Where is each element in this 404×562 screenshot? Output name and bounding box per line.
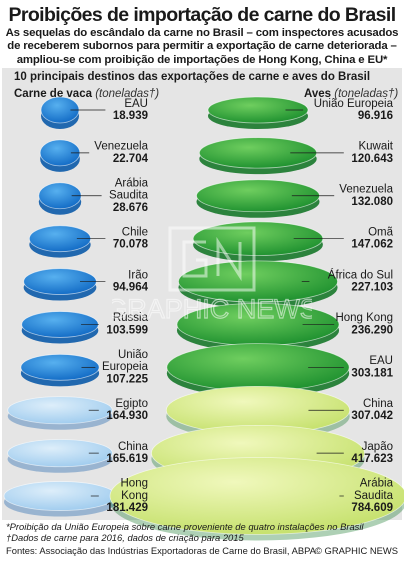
footnote-data-years: †Dados de carne para 2016, dados de cria…: [6, 532, 244, 543]
beef-value-label-russia: 103.599: [106, 324, 148, 336]
poultry-category-label-kuwait: Kuwait: [358, 141, 393, 153]
beef-category-label-egipto: Egipto: [115, 398, 148, 410]
poultry-category-label-oma: Omã: [368, 226, 394, 238]
beef-value-label-hong-kong: 181.429: [106, 502, 148, 514]
poultry-category-label-uniao-europeia: União Europeia: [314, 98, 394, 110]
poultry-category-label-africa-do-sul: África do Sul: [328, 268, 393, 281]
beef-category-label-venezuela: Venezuela: [94, 141, 148, 153]
beef-category-label-arabia-saudita: Arábia: [115, 177, 149, 189]
poultry-value-label-venezuela: 132.080: [351, 196, 393, 208]
beef-category-label-hong-kong: Kong: [121, 490, 148, 502]
poultry-value-label-uniao-europeia: 96.916: [358, 110, 393, 122]
source-note: Fontes: Associação das Indústrias Export…: [6, 545, 316, 556]
poultry-category-label-arabia-saudita: Arábia: [360, 478, 394, 490]
beef-category-label-irao: Irão: [128, 269, 148, 281]
poultry-category-label-china: China: [363, 398, 394, 410]
beef-value-label-venezuela: 22.704: [113, 153, 149, 165]
poultry-category-label-venezuela: Venezuela: [339, 184, 393, 196]
poultry-value-label-oma: 147.062: [351, 239, 393, 251]
credit: © GRAPHIC NEWS: [315, 545, 398, 556]
poultry-value-label-japao: 417.623: [351, 453, 393, 465]
beef-disc-egipto: [7, 396, 113, 425]
beef-category-label-uniao-europeia: Europeia: [102, 361, 149, 373]
panel-heading: 10 principais destinos das exportações d…: [14, 71, 371, 83]
disc-layer: [3, 96, 404, 541]
beef-category-label-eau: EAU: [124, 98, 148, 110]
beef-category-label-arabia-saudita: Saudita: [109, 190, 149, 202]
poultry-disc-africa-do-sul: [178, 260, 338, 303]
beef-value-label-eau: 18.939: [113, 110, 148, 122]
beef-column-title: Carne de vaca: [14, 88, 92, 100]
beef-column-header: Carne de vaca (toneladas†): [14, 88, 159, 100]
poultry-category-label-eau: EAU: [369, 355, 393, 367]
beef-disc-hong-kong: [3, 481, 117, 511]
footnote-eu: *Proibição da União Europeia sobre carne…: [6, 521, 364, 532]
poultry-value-label-eau: 303.181: [351, 367, 393, 379]
poultry-column-unit: (toneladas†): [334, 88, 399, 100]
beef-value-label-uniao-europeia: 107.225: [106, 373, 148, 385]
poultry-disc-uniao-europeia: [207, 96, 309, 124]
poultry-category-label-hong-kong: Hong Kong: [335, 312, 393, 324]
beef-value-label-china: 165.619: [106, 453, 148, 465]
beef-disc-uniao-europeia: [20, 353, 100, 381]
poultry-value-label-africa-do-sul: 227.103: [351, 282, 393, 294]
beef-category-label-chile: Chile: [122, 226, 148, 238]
poultry-value-label-arabia-saudita: 784.609: [351, 502, 393, 514]
beef-category-label-russia: Rússia: [113, 312, 149, 324]
poultry-value-label-china: 307.042: [351, 410, 393, 422]
poultry-value-label-hong-kong: 236.290: [351, 324, 393, 336]
poultry-category-label-japao: Japão: [362, 441, 393, 453]
beef-column-unit: (toneladas†): [95, 88, 160, 100]
beef-value-label-arabia-saudita: 28.676: [113, 202, 148, 214]
page-subtitle: As sequelas do escândalo da carne no Bra…: [5, 27, 399, 66]
beef-value-label-egipto: 164.930: [106, 410, 148, 422]
beef-value-label-chile: 70.078: [113, 239, 149, 251]
poultry-disc-arabia-saudita: [109, 457, 404, 535]
beef-category-label-uniao-europeia: União: [118, 349, 148, 361]
beef-category-label-hong-kong: Hong: [121, 478, 149, 490]
page-title: Proibições de importação de carne do Bra…: [8, 4, 396, 26]
beef-value-label-irao: 94.964: [113, 282, 149, 294]
beef-category-label-china: China: [118, 441, 149, 453]
poultry-column-title: Aves: [304, 88, 332, 100]
beef-disc-china: [7, 439, 113, 468]
poultry-column-header: Aves (toneladas†): [304, 88, 398, 100]
poultry-value-label-kuwait: 120.643: [351, 153, 393, 165]
poultry-category-label-arabia-saudita: Saudita: [354, 490, 394, 502]
label-layer: EAU18.939Venezuela22.704ArábiaSaudita28.…: [70, 98, 394, 514]
